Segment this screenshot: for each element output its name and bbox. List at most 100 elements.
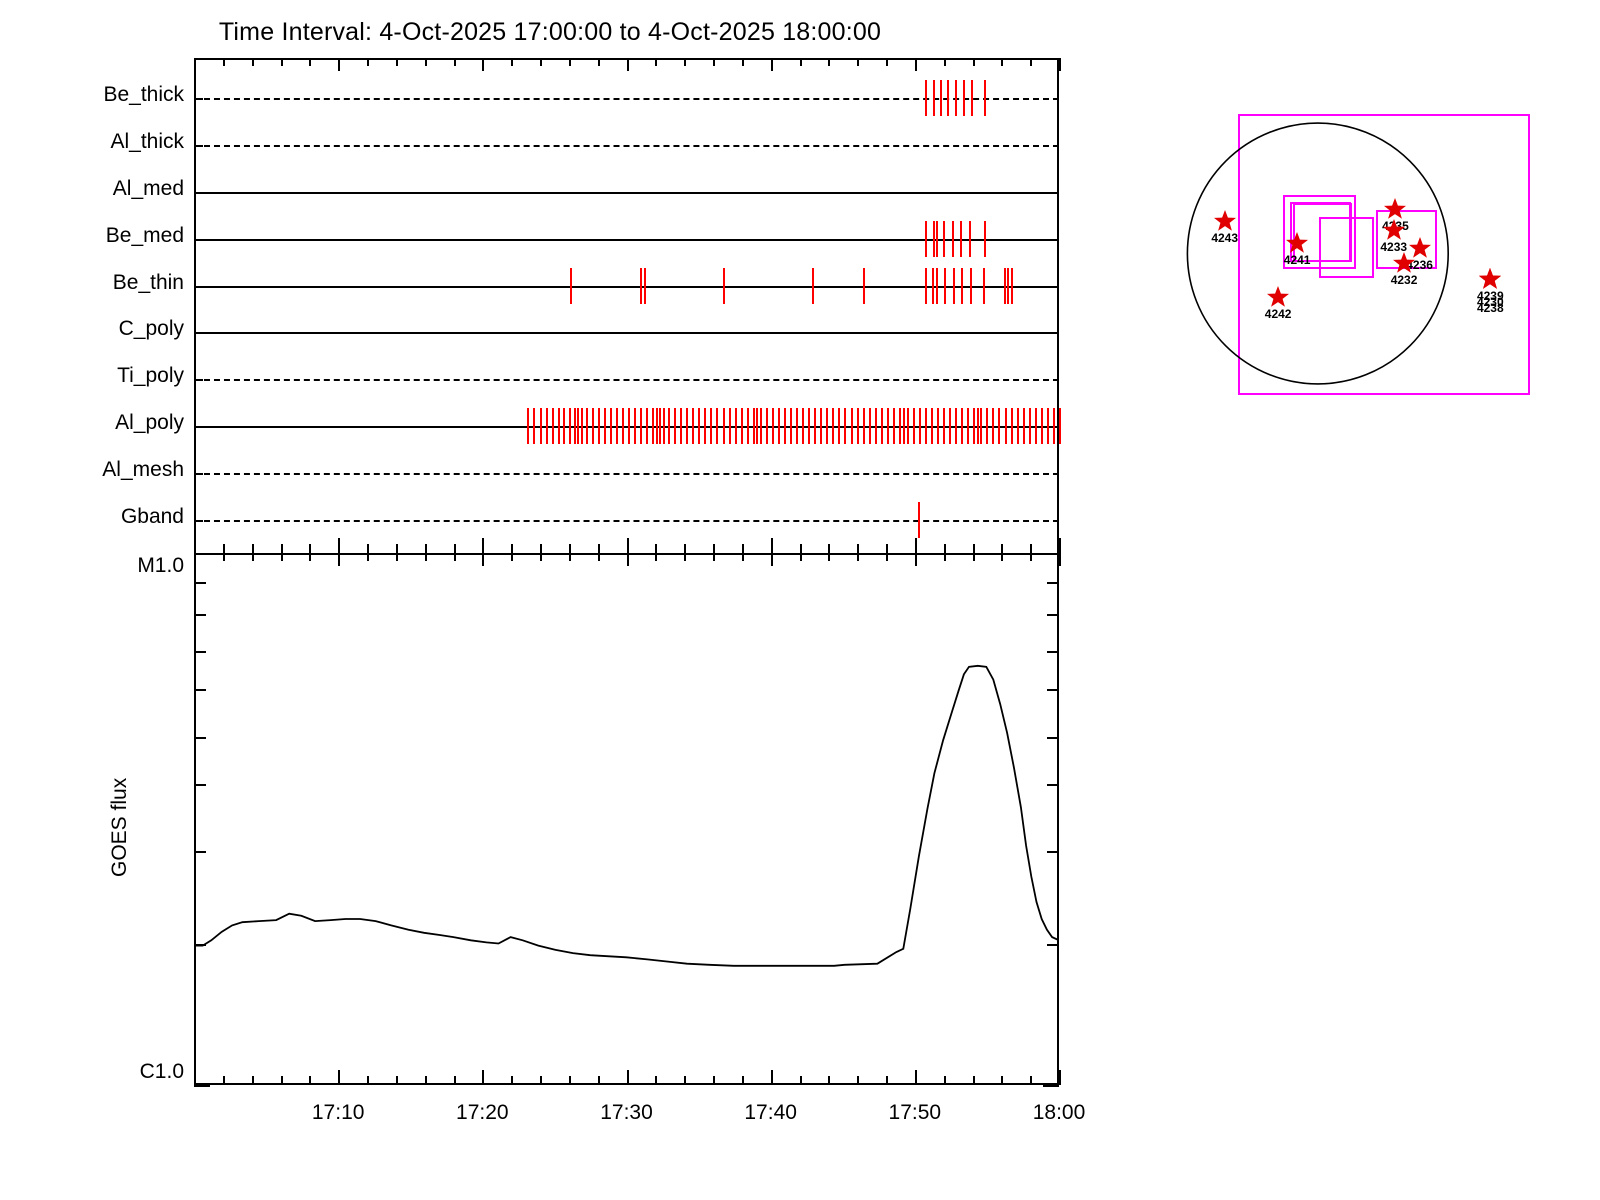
filter-event-tick xyxy=(552,408,555,445)
filter-row-line-al_thick xyxy=(194,144,1059,147)
filter-event-tick xyxy=(924,408,927,445)
flux-y-minor-tick xyxy=(194,850,206,853)
x-axis-tick-bottom xyxy=(655,1076,658,1085)
flux-y-minor-tick-right xyxy=(1047,736,1059,739)
flux-y-minor-tick-right xyxy=(1047,582,1059,585)
filter-event-tick xyxy=(752,408,755,445)
x-axis-tick-bottom-top xyxy=(828,553,831,561)
filter-event-tick xyxy=(931,267,934,304)
x-axis-tick-top xyxy=(482,58,485,71)
filter-event-tick xyxy=(1010,408,1013,445)
filter-event-tick xyxy=(983,220,986,257)
filter-event-tick xyxy=(704,408,707,445)
filter-event-tick xyxy=(862,267,865,304)
x-axis-tick xyxy=(194,538,196,553)
filter-event-tick xyxy=(740,408,743,445)
x-axis-tick-bottom-top xyxy=(568,553,571,561)
x-axis-tick xyxy=(309,544,312,553)
filter-event-tick xyxy=(568,408,571,445)
x-axis-tick-bottom-top xyxy=(482,553,485,566)
filter-event-tick xyxy=(886,408,889,445)
filter-event-tick xyxy=(765,408,768,445)
x-axis-tick-bottom xyxy=(684,1076,687,1085)
x-axis-tick-bottom-top xyxy=(684,553,687,561)
x-tick-label: 17:10 xyxy=(311,1101,365,1124)
filter-event-tick xyxy=(573,408,576,445)
filter-event-tick xyxy=(962,79,965,116)
x-axis-tick-top xyxy=(309,58,312,66)
x-axis-tick xyxy=(684,544,687,553)
filter-event-tick xyxy=(597,408,600,445)
x-axis-tick-bottom-top xyxy=(713,553,715,561)
active-region-star-icon xyxy=(1384,197,1407,219)
x-axis-tick xyxy=(568,544,571,553)
x-tick-label: 17:40 xyxy=(744,1101,797,1124)
x-axis-tick-bottom xyxy=(972,1076,975,1085)
filter-row-tick xyxy=(194,332,203,335)
active-region-label-4241: 4241 xyxy=(1283,253,1311,267)
filter-event-tick xyxy=(1059,408,1061,445)
flux-y-minor-tick xyxy=(194,736,206,739)
fov-box xyxy=(1238,114,1530,395)
x-axis-tick-bottom-top xyxy=(943,553,946,561)
filter-row-tick xyxy=(194,285,203,288)
filter-event-tick xyxy=(585,408,588,445)
filter-row-tick xyxy=(194,238,203,241)
fov-box xyxy=(1318,216,1375,279)
filter-label-al_poly: Al_poly xyxy=(115,411,184,435)
fov-box xyxy=(1292,202,1352,262)
filter-event-tick xyxy=(640,408,643,445)
filter-event-tick xyxy=(826,408,829,445)
filter-event-tick xyxy=(976,408,979,445)
x-axis-tick-bottom-top xyxy=(453,553,456,561)
x-axis-tick-bottom xyxy=(1001,1076,1004,1085)
filter-event-tick xyxy=(1034,408,1037,445)
x-axis-tick-top xyxy=(741,58,744,66)
filter-event-tick xyxy=(527,408,530,445)
x-axis-tick xyxy=(1059,538,1061,553)
x-axis-tick-top xyxy=(251,58,254,66)
filter-event-tick xyxy=(604,408,606,445)
x-axis-tick-top xyxy=(684,58,687,66)
x-axis-tick xyxy=(367,544,369,553)
x-axis-tick-bottom xyxy=(453,1076,456,1085)
flux-axis-bottom-label: C1.0 xyxy=(139,1060,184,1083)
filter-event-tick xyxy=(759,408,762,445)
filter-row-line-al_poly xyxy=(194,426,1059,429)
x-axis-tick-bottom-top xyxy=(770,553,773,566)
solar-disk-map: 4243424142424235423342364232423942304238 xyxy=(1185,105,1530,405)
x-axis-tick-bottom-top xyxy=(972,553,975,561)
filter-event-tick xyxy=(698,408,701,445)
filter-event-tick xyxy=(820,408,823,445)
filter-event-tick xyxy=(880,408,883,445)
x-axis-tick-top xyxy=(194,58,196,71)
x-axis-tick-bottom-top xyxy=(309,553,312,561)
filter-event-tick xyxy=(961,267,964,304)
x-axis-tick xyxy=(597,544,600,553)
x-tick-label: 17:50 xyxy=(888,1101,942,1124)
x-tick-label: 17:30 xyxy=(600,1101,653,1124)
x-axis-tick-bottom-top xyxy=(367,553,369,561)
filter-event-tick xyxy=(1004,408,1007,445)
filter-event-tick xyxy=(746,408,749,445)
active-region-label-4230: 4230 xyxy=(1476,295,1504,309)
filter-row-line-al_med xyxy=(194,191,1059,194)
filter-event-tick xyxy=(789,408,792,445)
x-tick-label: 18:00 xyxy=(1032,1101,1086,1124)
x-axis-tick-bottom xyxy=(1059,1070,1061,1085)
filter-event-tick xyxy=(722,408,725,445)
filter-event-tick xyxy=(924,79,927,116)
filter-event-tick xyxy=(563,408,566,445)
filter-event-tick xyxy=(591,408,594,445)
flux-y-minor-tick-right xyxy=(1047,850,1059,853)
x-axis-tick-bottom xyxy=(1030,1076,1033,1085)
x-axis-tick-bottom-top xyxy=(741,553,744,561)
filter-event-tick xyxy=(832,408,835,445)
x-axis-tick-top xyxy=(886,58,888,66)
filter-event-tick xyxy=(659,408,662,445)
filter-label-c_poly: C_poly xyxy=(118,317,184,341)
filter-event-tick xyxy=(943,267,946,304)
filter-event-tick xyxy=(838,408,841,445)
filter-event-tick xyxy=(546,408,549,445)
flux-y-minor-tick-right xyxy=(1047,614,1059,617)
